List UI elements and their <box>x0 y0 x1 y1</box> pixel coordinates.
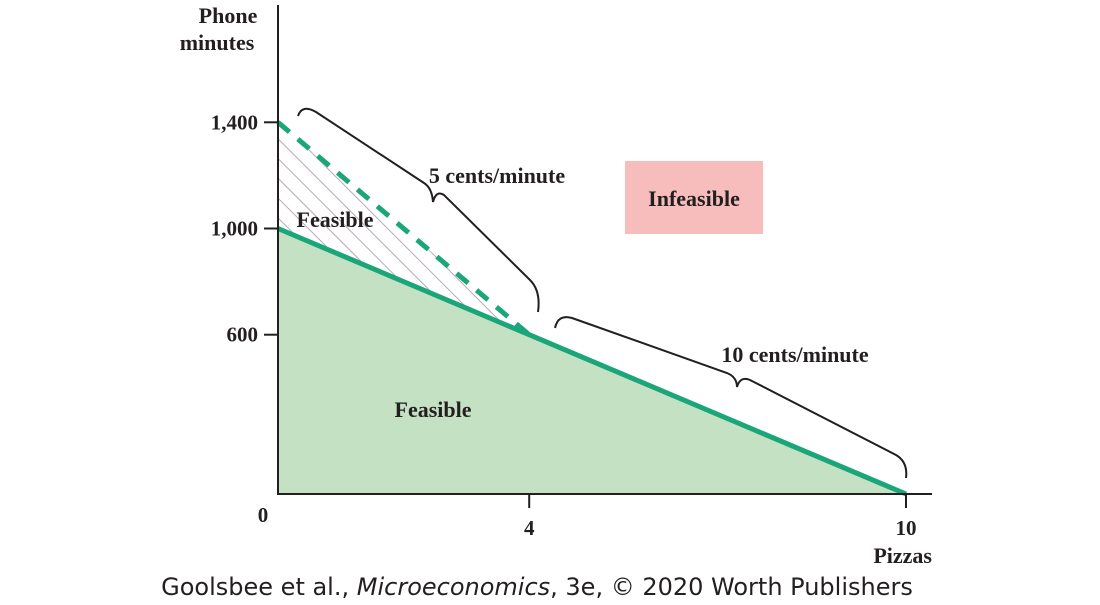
feasible-label-hatched: Feasible <box>297 207 374 232</box>
x-tick-label: 10 <box>896 516 917 540</box>
x-axis-title: Pizzas <box>873 543 932 568</box>
dashed-budget-line <box>276 120 531 337</box>
feasible-region <box>278 228 906 494</box>
solid-budget-line <box>277 226 907 497</box>
y-axis-title-line1: Phone <box>199 3 258 28</box>
y-tick-label: 1,400 <box>211 110 258 134</box>
y-tick-label: 600 <box>227 323 259 347</box>
infeasible-label: Infeasible <box>648 186 740 211</box>
credit-line: Goolsbee et al., Microeconomics, 3e, © 2… <box>161 573 913 601</box>
x-tick-label: 4 <box>524 516 535 540</box>
feasible-label-main: Feasible <box>395 397 472 422</box>
infeasible-region-box <box>625 161 763 234</box>
annotation-5-cents: 5 cents/minute <box>429 163 566 188</box>
brace-5-cents <box>297 107 540 313</box>
y-axis-title-line2: minutes <box>180 30 255 55</box>
x-tick-label: 0 <box>258 503 269 527</box>
annotation-10-cents: 10 cents/minute <box>721 342 869 367</box>
y-tick-label: 1,000 <box>211 217 258 241</box>
brace-10-cents <box>554 316 908 479</box>
